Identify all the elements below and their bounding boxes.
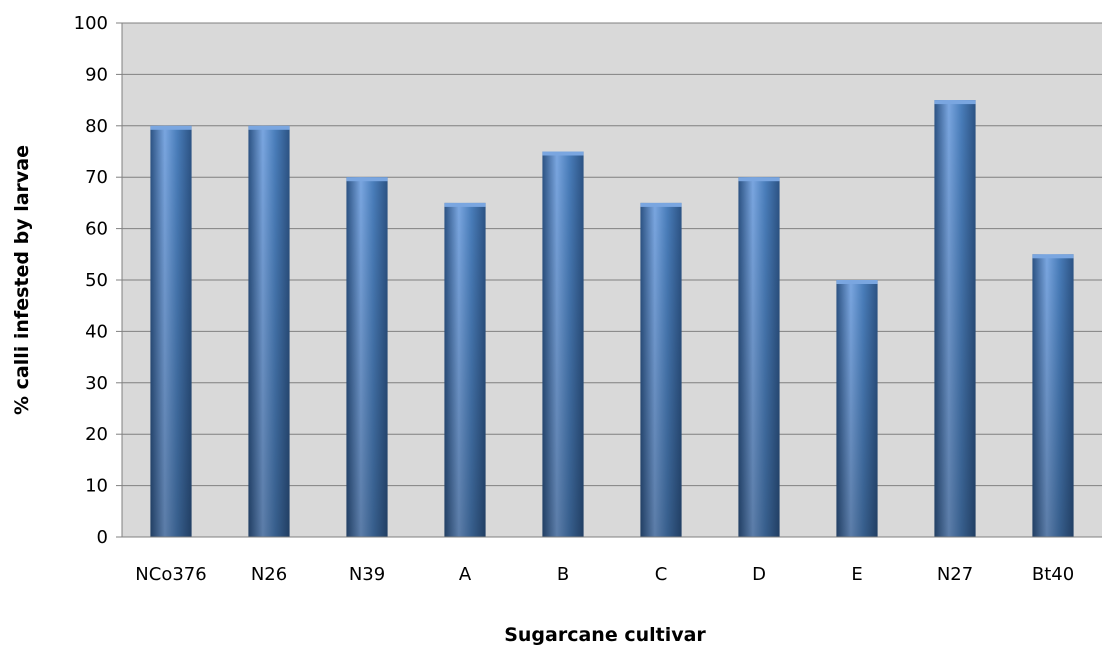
bar-shade [934, 100, 976, 537]
bar-top [444, 202, 486, 207]
y-tick-label: 30 [85, 373, 108, 394]
bar-top [542, 151, 584, 156]
bar-shade [150, 125, 192, 538]
bar-top [248, 125, 290, 130]
bars [150, 100, 1074, 538]
x-tick-label: B [557, 564, 569, 585]
bar [150, 125, 192, 538]
x-axis-title: Sugarcane cultivar [504, 624, 706, 646]
x-tick-label: N27 [937, 564, 973, 585]
x-tick-label: D [752, 564, 766, 585]
bar [640, 202, 682, 537]
bar-top [346, 177, 388, 182]
bar-shade [346, 177, 388, 537]
x-tick-label: NCo376 [135, 564, 206, 585]
bar-shade [836, 280, 878, 537]
bar [542, 151, 584, 537]
bar [934, 100, 976, 537]
y-tick-label: 100 [74, 13, 108, 34]
bar-shade [738, 177, 780, 537]
x-tick-label: E [851, 564, 862, 585]
x-tick-label: N39 [349, 564, 385, 585]
bar-shade [640, 202, 682, 537]
bar [444, 202, 486, 537]
x-tick-label: N26 [251, 564, 287, 585]
bar-shade [542, 151, 584, 537]
y-axis-title: % calli infested by larvae [11, 145, 33, 415]
bar-shade [248, 125, 290, 538]
y-tick-label: 0 [97, 527, 108, 548]
x-tick-label: C [655, 564, 668, 585]
x-tick-label: A [459, 564, 472, 585]
bar [836, 280, 878, 537]
y-tick-label: 50 [85, 270, 108, 291]
y-tick-label: 90 [85, 64, 108, 85]
bar-shade [1032, 254, 1074, 538]
y-tick-label: 40 [85, 321, 108, 342]
y-tick-label: 60 [85, 219, 108, 240]
y-tick-label: 10 [85, 476, 108, 497]
y-tick-label: 20 [85, 424, 108, 445]
bar [248, 125, 290, 538]
y-tick-label: 80 [85, 116, 108, 137]
y-tick-label: 70 [85, 167, 108, 188]
bar [346, 177, 388, 537]
bar [738, 177, 780, 537]
bar-top [640, 202, 682, 207]
y-axis: 0 10 20 30 40 50 60 70 80 90 100 [74, 13, 122, 548]
bar [1032, 254, 1074, 538]
bar-top [738, 177, 780, 182]
bar-top [836, 280, 878, 284]
bar-shade [444, 202, 486, 537]
x-axis: NCo376 N26 N39 A B C D E N27 Bt40 [135, 564, 1074, 585]
bar-top [934, 100, 976, 105]
bar-top [150, 125, 192, 130]
x-tick-label: Bt40 [1032, 564, 1074, 585]
bar-top [1032, 254, 1074, 259]
